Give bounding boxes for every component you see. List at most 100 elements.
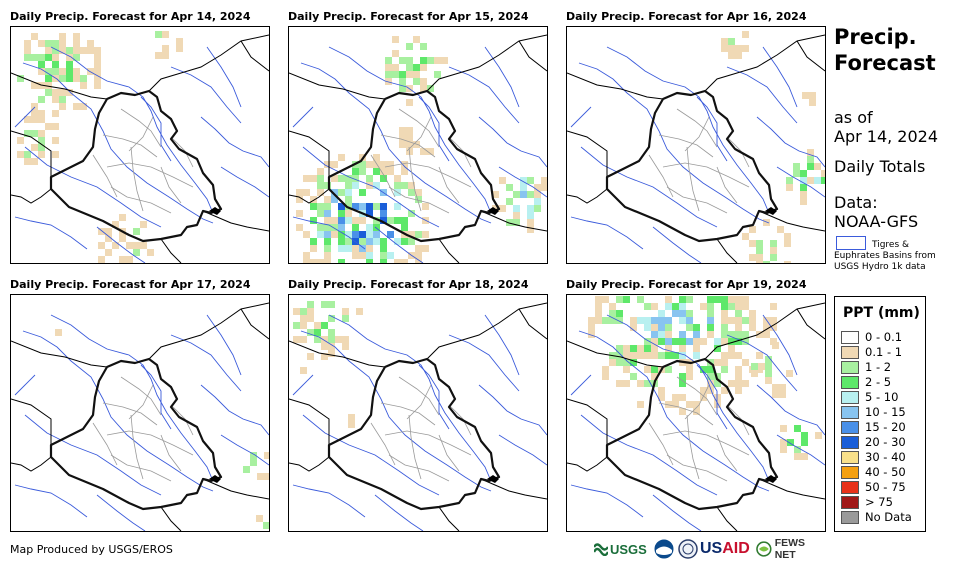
admin-boundary (92, 422, 118, 466)
precip-cell (73, 54, 80, 61)
legend-swatch (841, 511, 859, 524)
precip-cell (338, 224, 345, 231)
precip-cell (385, 64, 392, 71)
admin-boundary (726, 404, 750, 436)
precip-cell (342, 315, 349, 322)
basin-river (484, 46, 520, 108)
precip-cell (651, 317, 658, 324)
precip-cell (434, 71, 441, 78)
precip-cell (133, 242, 140, 249)
precip-cell (616, 296, 623, 303)
precip-cell (317, 168, 324, 175)
precip-cell (38, 68, 45, 75)
precip-cell (250, 452, 257, 459)
admin-boundary (684, 116, 710, 152)
precip-cell (735, 310, 742, 317)
precip-cell (807, 177, 814, 184)
precip-cell (616, 345, 623, 352)
precip-cell (415, 189, 422, 196)
precip-cell (366, 231, 373, 238)
precip-cell (800, 198, 807, 205)
precip-cell (802, 92, 809, 99)
precip-cell (742, 359, 749, 366)
precip-cell (777, 226, 784, 233)
precip-cell (602, 373, 609, 380)
precip-cell (756, 261, 763, 263)
precip-cell (52, 151, 59, 158)
precip-cell (38, 116, 45, 123)
precip-cell (52, 54, 59, 61)
precip-cell (749, 317, 756, 324)
admin-boundary (398, 108, 440, 148)
precip-cell (780, 446, 787, 453)
precip-cell (506, 219, 513, 226)
precip-cell (162, 45, 169, 52)
precip-cell (686, 366, 693, 373)
precip-cell (342, 343, 349, 350)
precip-cell (595, 296, 602, 303)
usaid-aid: AID (722, 540, 750, 557)
precip-cell (94, 75, 101, 82)
precip-cell (328, 336, 335, 343)
country-border (289, 188, 330, 204)
precip-cell (651, 324, 658, 331)
precip-cell (408, 182, 415, 189)
precip-cell (394, 175, 401, 182)
precip-cell (765, 370, 772, 377)
precip-cell (321, 343, 328, 350)
precip-cell (658, 338, 665, 345)
admin-boundary (686, 414, 700, 480)
precip-cell (800, 191, 807, 198)
precip-cell (359, 245, 366, 252)
sidebar-title: Precip. Forecast (834, 24, 936, 76)
precip-cell (770, 247, 777, 254)
precip-cell (616, 352, 623, 359)
precip-cell (401, 161, 408, 168)
precip-cell (359, 231, 366, 238)
precip-cell (707, 387, 714, 394)
precip-cell (800, 184, 807, 191)
iraq-border (49, 89, 223, 243)
country-border (438, 238, 460, 263)
precip-cell (616, 380, 623, 387)
precip-cell (413, 36, 420, 43)
precip-cell (401, 259, 408, 263)
precip-cell (735, 303, 742, 310)
precip-cell (413, 64, 420, 71)
precip-cell (780, 425, 787, 432)
precip-cell (38, 137, 45, 144)
precip-cell (366, 210, 373, 217)
precip-cell (742, 296, 749, 303)
precip-cell (140, 242, 147, 249)
precip-cell (406, 71, 413, 78)
precip-cell (45, 40, 52, 47)
precip-cell (331, 161, 338, 168)
legend-item: 20 - 30 (841, 435, 925, 450)
admin-boundary (676, 108, 718, 148)
precip-cell (672, 401, 679, 408)
precip-cell (679, 345, 686, 352)
legend-item: > 75 (841, 495, 925, 510)
precip-cell (644, 338, 651, 345)
legend-label: 30 - 40 (865, 450, 906, 464)
precip-cell (749, 310, 756, 317)
precip-cell (366, 259, 373, 263)
precip-cell (707, 324, 714, 331)
precip-cell (821, 170, 825, 177)
admin-boundary (408, 146, 422, 212)
precip-cell (303, 175, 310, 182)
title-line-1: Precip. (834, 25, 917, 49)
admin-boundary (110, 454, 172, 482)
precip-cell (700, 387, 707, 394)
precip-cell (665, 345, 672, 352)
precip-cell (59, 68, 66, 75)
precip-cell (300, 322, 307, 329)
precip-cell (331, 217, 338, 224)
admin-boundary (106, 162, 194, 188)
precip-cell (338, 210, 345, 217)
precip-cell (314, 329, 321, 336)
precip-cell (317, 189, 324, 196)
precip-cell (742, 317, 749, 324)
precip-cell (679, 373, 686, 380)
precip-cell (31, 144, 38, 151)
